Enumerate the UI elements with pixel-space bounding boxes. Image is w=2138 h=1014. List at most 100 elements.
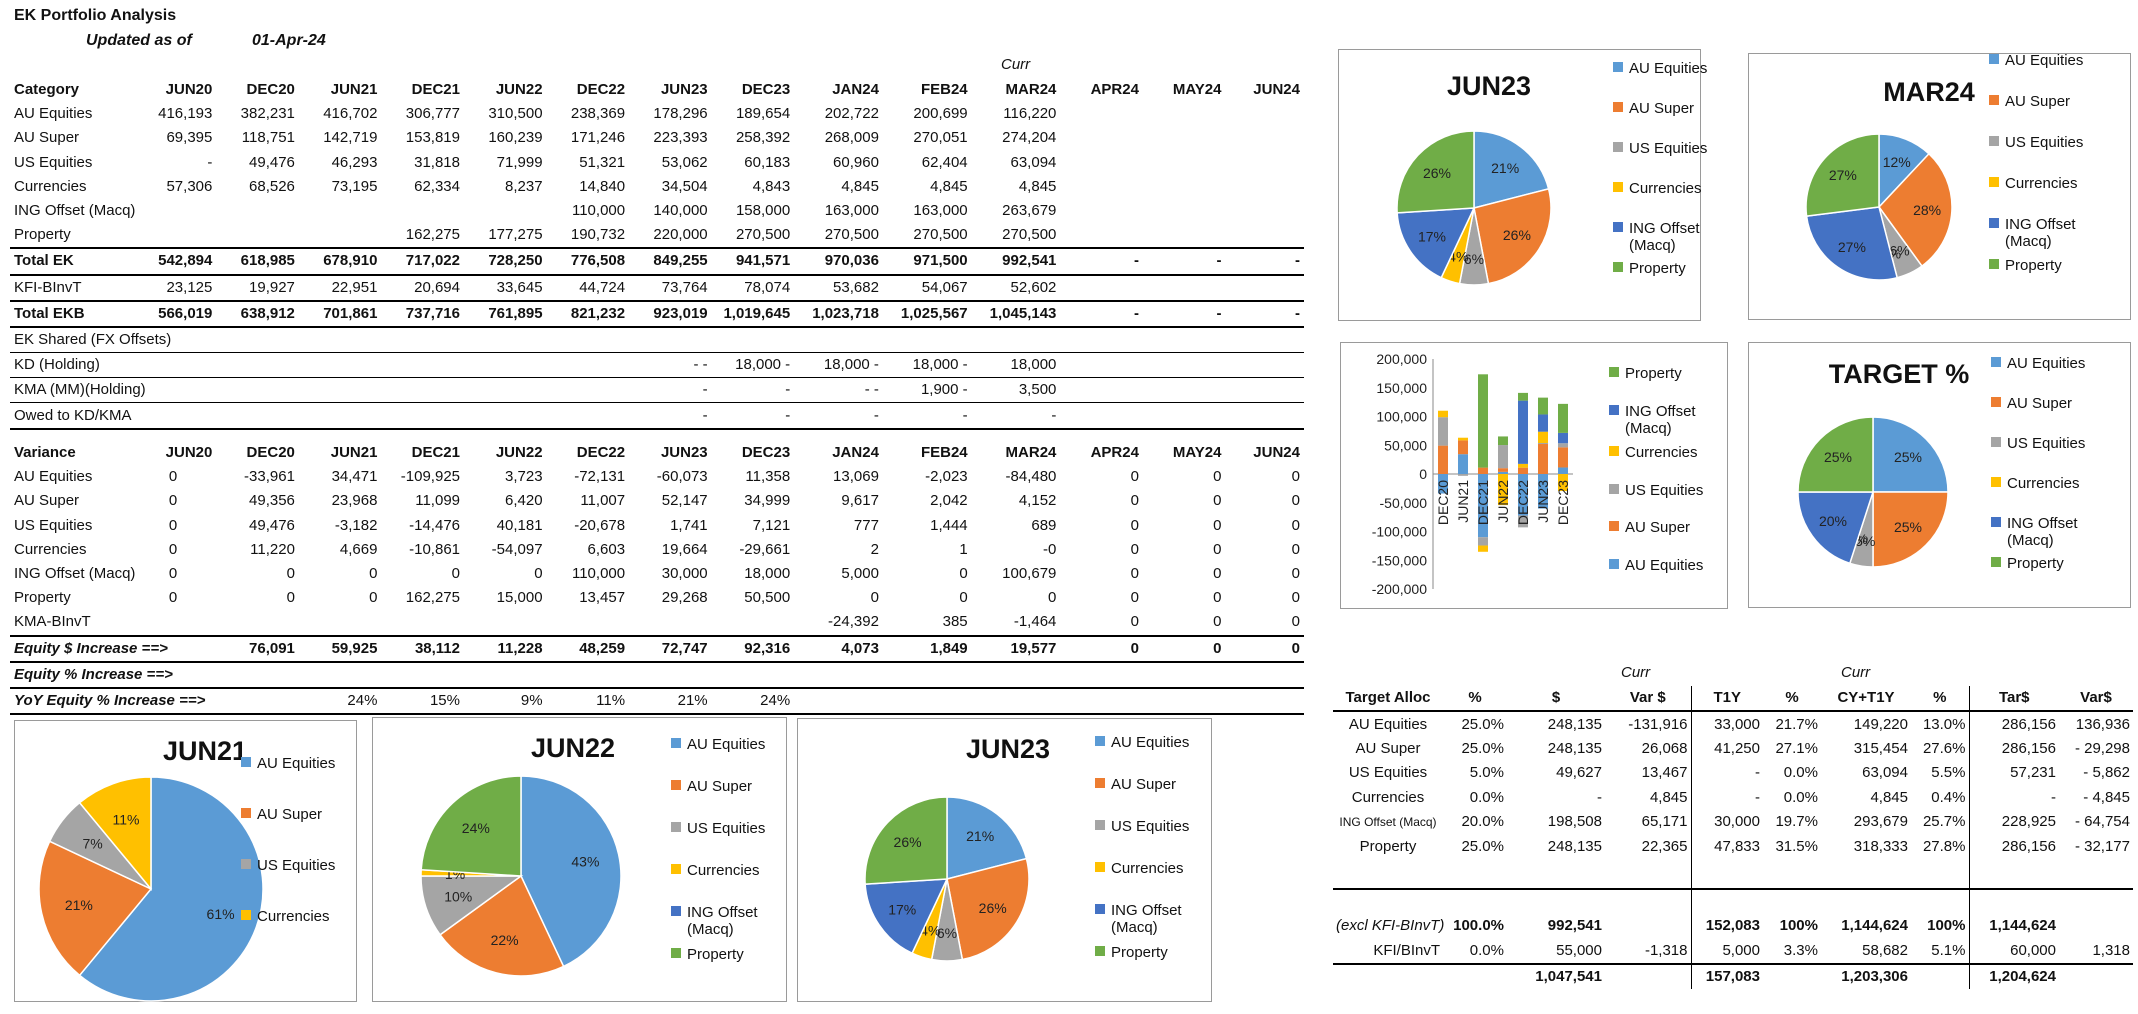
legend-item: ING Offset (Macq) [1989, 216, 2089, 250]
cell: 0 [1213, 468, 1222, 486]
cell [1443, 964, 1507, 989]
cell: 18,000 [744, 565, 791, 583]
cell: 318,333 [1853, 837, 1908, 855]
cell: 18,000 - [882, 352, 972, 379]
bar-segment [1478, 467, 1488, 474]
legend-swatch [241, 859, 251, 869]
legend-item: AU Equities [1989, 52, 2083, 69]
variance_table-col-header: MAY24 [1172, 444, 1222, 462]
cell [794, 687, 883, 716]
pie-data-label: 17% [888, 901, 916, 917]
spacer-row [1333, 888, 2133, 915]
legend-swatch [671, 906, 681, 916]
pie-data-label: 25% [1894, 449, 1922, 465]
cell [298, 402, 382, 430]
main_table-header-row: Category JUN20 DEC20 JUN21 DEC21 JUN22 DEC22 JU… [10, 78, 1304, 102]
pie-data-label: 25% [1824, 449, 1852, 465]
legend-swatch [1613, 142, 1623, 152]
table-row: Property 162,275 177,275 190,732 220,000 270,… [10, 223, 1304, 250]
legend-item: Property [1613, 260, 1686, 277]
legend-item: AU Equities [671, 736, 765, 753]
table-row: US Equities 0 49,476 -3,182 -14,476 40,181 -20… [10, 514, 1304, 538]
cell [129, 352, 217, 379]
cell [1142, 223, 1226, 250]
cell: 270,500 [882, 223, 972, 250]
pie-slice-au-super [1872, 491, 1949, 568]
legend-swatch [1609, 446, 1619, 456]
cell [1507, 889, 1605, 914]
cell: 44,724 [579, 278, 626, 296]
cell: 118,751 [241, 129, 295, 147]
cell: 270,500 [711, 223, 795, 250]
cell: 4,845 [930, 177, 968, 195]
pie-chart-jun23-top: JUN23 21% 26% 6% 4% 17% 26% AU Equities AU Super… [1338, 49, 1707, 321]
legend-label: Property [1625, 365, 1682, 382]
cell: 69,395 [166, 129, 213, 147]
legend-label: US Equities [687, 820, 766, 837]
cell [1821, 889, 1911, 914]
cell: 315,454 [1853, 739, 1908, 757]
cell: 761,895 [464, 299, 547, 328]
y-tick-label: 200,000 [1376, 351, 1427, 367]
cell: 970,036 [794, 248, 883, 276]
cell: 52,147 [661, 492, 708, 510]
cell: 46,293 [331, 153, 378, 171]
legend-label: AU Super [1629, 100, 1695, 117]
table-row: Total EK 542,894 618,985 678,910 717,022 728,… [10, 248, 1304, 276]
main_table-col-header: MAR24 [1005, 81, 1057, 99]
bar-segment [1498, 445, 1508, 469]
cell: 200,699 [913, 105, 968, 123]
cell [1225, 275, 1304, 301]
cell: 4,845 [841, 177, 879, 195]
legend-swatch [241, 757, 251, 767]
legend-swatch [1991, 477, 2001, 487]
legend-item: US Equities [241, 857, 335, 874]
cell [1225, 151, 1304, 175]
cell: 228,925 [2001, 813, 2056, 831]
legend-swatch [1991, 357, 2001, 367]
legend-item: Property [1095, 944, 1168, 961]
cell [629, 610, 712, 637]
legend-swatch [1609, 558, 1619, 569]
main_table-col-header: JAN24 [832, 81, 879, 99]
cell: 1,444 [930, 516, 968, 534]
bar-segment [1458, 437, 1468, 441]
cell: 33,645 [496, 278, 543, 296]
cell: 18,000 [971, 352, 1061, 379]
pie-slice-au-equities [78, 776, 264, 1002]
main_table-col-header: MAY24 [1172, 81, 1222, 99]
cell [1333, 858, 1443, 890]
cell: 11,007 [580, 492, 626, 510]
pie-slice-au-equities [520, 775, 622, 968]
pie-data-label: 24% [462, 820, 490, 836]
cell [1060, 326, 1143, 354]
legend-item: US Equities [1613, 140, 1707, 157]
bar-segment [1518, 515, 1528, 528]
legend-swatch [1613, 222, 1623, 232]
legend-swatch [671, 864, 681, 874]
row-label: Property [14, 589, 71, 607]
cell: 0.0% [1783, 788, 1818, 806]
cell: 38,112 [381, 635, 464, 663]
cell: 4,843 [752, 177, 791, 195]
cell: - - [794, 377, 883, 404]
pie-data-label: 10% [444, 888, 472, 904]
cell: - [1142, 248, 1226, 276]
cell: 678,910 [298, 248, 382, 276]
cell [1143, 126, 1226, 150]
pie-slice-ing-offset-macq- [1797, 491, 1875, 565]
cell: 3,723 [505, 468, 543, 486]
cell: 78,074 [744, 278, 791, 296]
cell: 72,747 [629, 635, 712, 663]
legend-swatch [1989, 136, 1999, 146]
table-row: Currencies 57,306 68,526 73,195 62,334 8,237 1… [10, 175, 1304, 199]
y-tick-label: -200,000 [1372, 581, 1427, 597]
main-table: Category JUN20 DEC20 JUN21 DEC21 JUN22 DEC22 JU… [10, 78, 1304, 430]
legend-swatch [1609, 404, 1619, 415]
table-row: EK Shared (FX Offsets) [10, 326, 1304, 354]
legend-swatch [1991, 557, 2001, 567]
cell [546, 661, 630, 689]
cell: 58,682 [1821, 938, 1911, 965]
legend-label: US Equities [1111, 818, 1190, 835]
cell: 1,741 [670, 516, 708, 534]
